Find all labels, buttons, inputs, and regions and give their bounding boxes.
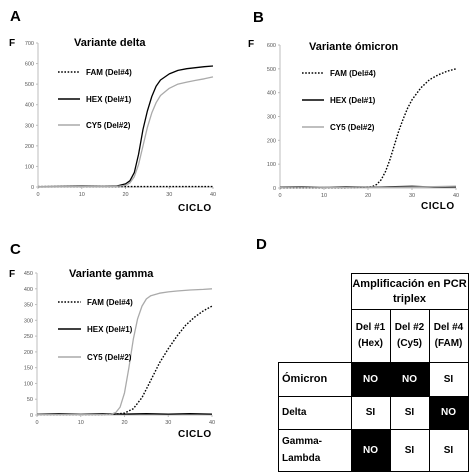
y-tick-label: 300 [267,115,276,121]
x-tick-label: 30 [409,193,415,199]
legend-label: HEX (Del#1) [87,325,133,334]
chart-a: 0 100 200 300 400 500 600 700 0 10 20 30 40 FAM (Del#… [9,37,216,214]
y-tick-label: 250 [24,334,33,340]
y-axis-label: F [248,39,254,50]
y-tick-label: 300 [24,318,33,324]
row-label-omicron: Ómicron [279,362,352,396]
y-tick-label: 350 [24,303,33,309]
series-line-cy5 [38,77,213,187]
legend-label: FAM (Del#4) [87,298,133,307]
cell-gamma-del2: SI [390,429,429,471]
y-tick-label: 500 [25,82,34,88]
cell-delta-del1: SI [351,396,390,429]
y-tick-label: 700 [25,41,34,47]
x-tick-label: 30 [165,420,171,426]
x-tick-label: 10 [321,193,327,199]
chart-title: Variante ómicron [309,41,399,53]
x-axis-label: CICLO [178,429,212,440]
chart-title: Variante gamma [69,268,154,280]
y-tick-label: 0 [30,413,33,419]
x-tick-label: 0 [35,420,38,426]
chart-title: Variante delta [74,37,146,49]
cell-gamma-del1: NO [351,429,390,471]
cell-omicron-del4: SI [429,362,468,396]
legend-label: HEX (Del#1) [330,96,376,105]
cell-gamma-del4: SI [429,429,468,471]
x-tick-label: 20 [365,193,371,199]
row-label-gamma-lambda: Gamma-Lambda [279,429,352,471]
table-row: Delta SI SI NO [279,396,469,429]
x-tick-label: 20 [122,192,128,198]
table-row: Ómicron NO NO SI [279,362,469,396]
y-tick-label: 0 [273,186,276,192]
x-tick-label: 0 [36,192,39,198]
x-tick-label: 10 [78,420,84,426]
x-tick-label: 10 [79,192,85,198]
legend-label: CY5 (Del#2) [86,121,131,130]
x-tick-label: 40 [210,192,216,198]
y-tick-label: 450 [24,271,33,277]
y-tick-label: 200 [25,144,34,150]
x-axis-label: CICLO [421,201,455,212]
x-axis-label: CICLO [178,203,212,214]
y-tick-label: 400 [24,287,33,293]
y-axis-label: F [9,269,15,280]
legend-label: CY5 (Del#2) [330,123,375,132]
y-tick-label: 300 [25,123,34,129]
row-label-delta: Delta [279,396,352,429]
x-tick-label: 20 [121,420,127,426]
series-line-cy5 [37,289,212,415]
amplification-table: Amplificación en PCR triplex Del #1 (Hex… [278,273,469,472]
cell-delta-del2: SI [390,396,429,429]
col-header-del1: Del #1 (Hex) [351,310,390,363]
chart-c: 0 50 100 150 200 250 300 350 400 450 0 10 20 30 40 FAM … [9,268,215,440]
legend-label: CY5 (Del#2) [87,353,132,362]
table-header: Amplificación en PCR triplex [351,274,468,310]
y-tick-label: 0 [31,185,34,191]
col-header-del2: Del #2 (Cy5) [390,310,429,363]
y-tick-label: 400 [25,103,34,109]
cell-omicron-del2: NO [390,362,429,396]
y-axis-label: F [9,38,15,49]
y-tick-label: 50 [27,397,33,403]
y-tick-label: 100 [267,162,276,168]
table-row: Gamma-Lambda NO SI SI [279,429,469,471]
x-tick-label: 0 [278,193,281,199]
table-corner [279,274,352,310]
cell-delta-del4: NO [429,396,468,429]
y-tick-label: 400 [267,91,276,97]
y-tick-label: 200 [267,138,276,144]
y-tick-label: 500 [267,67,276,73]
x-tick-label: 40 [453,193,459,199]
y-tick-label: 100 [24,381,33,387]
chart-b: 0 100 200 300 400 500 600 0 10 20 30 40 FAM (Del#4) H… [248,39,459,212]
legend-label: HEX (Del#1) [86,95,132,104]
table-corner-2 [279,310,352,363]
cell-omicron-del1: NO [351,362,390,396]
y-tick-label: 100 [25,164,34,170]
y-tick-label: 600 [25,62,34,68]
y-tick-label: 150 [24,366,33,372]
y-tick-label: 200 [24,350,33,356]
x-tick-label: 40 [209,420,215,426]
legend-label: FAM (Del#4) [330,69,376,78]
col-header-del4: Del #4 (FAM) [429,310,468,363]
x-tick-label: 30 [166,192,172,198]
y-tick-label: 600 [267,43,276,49]
legend-label: FAM (Del#4) [86,68,132,77]
